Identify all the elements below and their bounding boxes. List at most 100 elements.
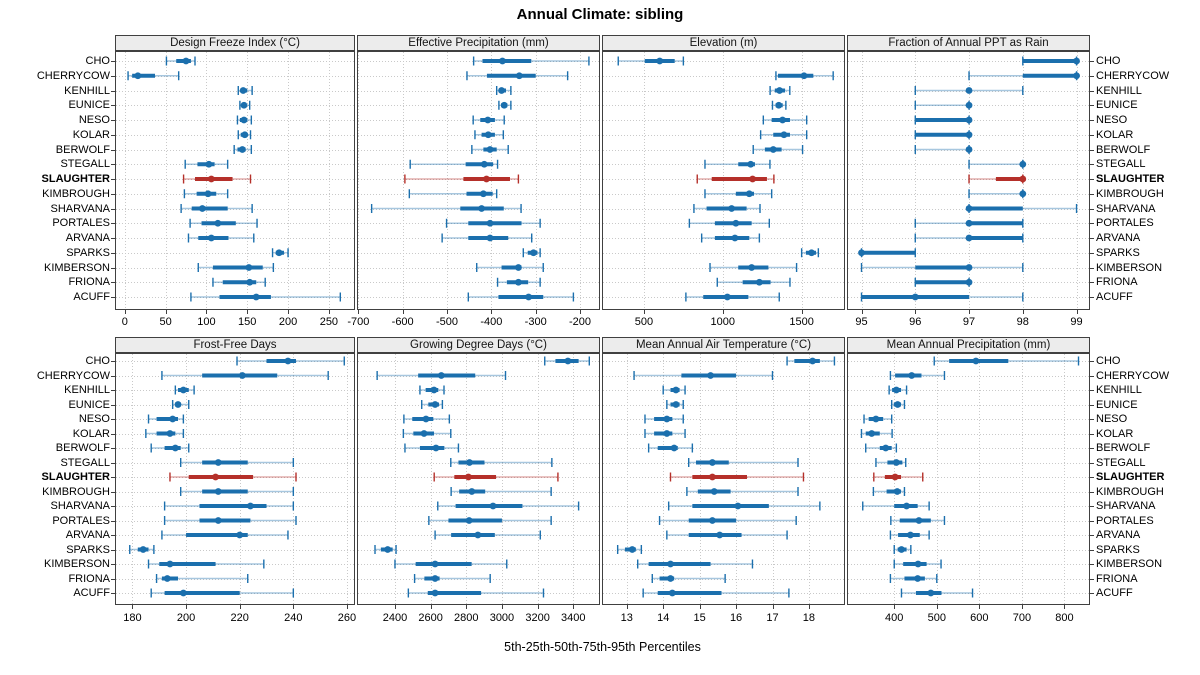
panel-canvas — [115, 353, 355, 605]
panel-border — [115, 353, 355, 605]
y-tick-mark-right — [1090, 593, 1094, 594]
site-label-right: ARVANA — [1096, 529, 1141, 541]
site-label-right: STEGALL — [1096, 456, 1146, 469]
median-dot — [166, 430, 174, 437]
y-tick-mark-left — [111, 419, 115, 420]
site-label-left: KIMBERSON — [43, 261, 110, 274]
panel-canvas — [357, 51, 600, 310]
chart-title: Annual Climate: sibling — [516, 6, 684, 23]
median-dot — [927, 589, 935, 597]
site-label-right: KIMBROUGH — [1096, 485, 1164, 498]
panel-strip: Fraction of Annual PPT as Rain — [847, 35, 1090, 51]
x-tick-mark — [402, 310, 404, 314]
median-dot — [466, 459, 473, 466]
y-tick-mark-left — [111, 404, 115, 406]
median-dot — [245, 264, 253, 271]
site-label-right: KOLAR — [1096, 427, 1134, 440]
median-dot — [238, 372, 246, 379]
median-dot — [894, 401, 902, 408]
median-dot — [252, 293, 260, 301]
median-dot — [483, 175, 490, 183]
median-dot — [430, 386, 438, 394]
y-tick-mark-right — [1090, 404, 1094, 406]
median-dot — [284, 357, 292, 365]
y-tick-mark-right — [1090, 549, 1094, 551]
x-tick-mark — [736, 605, 738, 609]
y-tick-mark-left — [111, 593, 115, 594]
y-tick-mark-left — [111, 282, 115, 284]
site-label-right: CHERRYCOW — [1096, 69, 1170, 82]
site-label-left: CHERRYCOW — [36, 369, 110, 382]
x-tick-label: -600 — [391, 316, 414, 328]
site-label-right: NESO — [1096, 413, 1128, 425]
median-dot — [134, 72, 142, 80]
y-tick-mark-left — [111, 535, 115, 536]
x-tick-mark — [808, 605, 810, 609]
median-dot — [431, 589, 439, 597]
median-dot — [734, 502, 742, 510]
y-tick-mark-right — [1090, 90, 1094, 92]
panel-title: Effective Precipitation (mm) — [408, 37, 549, 49]
median-dot — [780, 131, 788, 139]
median-dot — [486, 219, 494, 227]
panel-plot — [357, 353, 600, 605]
x-tick-label: 0 — [121, 316, 128, 328]
y-tick-mark-left — [111, 375, 115, 377]
y-tick-mark-right — [1090, 462, 1094, 464]
y-tick-mark-right — [1090, 193, 1094, 195]
x-tick-mark — [1021, 605, 1023, 609]
site-label-left: FRIONA — [68, 572, 110, 585]
site-label-left: ACUFF — [73, 291, 110, 303]
site-label-right: SLAUGHTER — [1096, 471, 1165, 483]
x-tick-label: 3000 — [489, 612, 515, 624]
site-label-left: CHO — [85, 355, 110, 367]
panel-plot — [602, 353, 845, 605]
x-tick-label: 180 — [123, 612, 142, 624]
x-tick-label: 200 — [278, 316, 298, 328]
y-tick-mark-left — [111, 61, 115, 62]
median-dot — [498, 87, 505, 94]
site-label-left: SHARVANA — [50, 202, 110, 215]
median-dot — [892, 386, 900, 394]
x-tick-mark — [394, 605, 396, 609]
site-label-left: SPARKS — [66, 543, 110, 556]
x-tick-label: 1500 — [789, 316, 814, 328]
median-dot — [564, 357, 572, 365]
y-tick-mark-right — [1090, 564, 1094, 565]
y-tick-mark-right — [1090, 506, 1094, 507]
x-tick-label: -500 — [436, 316, 459, 328]
median-dot — [745, 190, 753, 198]
site-label-right: ACUFF — [1096, 291, 1133, 303]
panel-title: Frost-Free Days — [193, 339, 277, 351]
median-dot — [182, 57, 190, 65]
median-dot — [486, 146, 494, 153]
median-dot — [663, 430, 671, 437]
site-label-left: KIMBERSON — [43, 558, 110, 570]
median-dot — [775, 101, 783, 109]
x-tick-label: 17 — [766, 612, 779, 624]
panel-title: Elevation (m) — [689, 37, 758, 49]
x-tick-label: 500 — [927, 612, 946, 624]
median-dot — [240, 101, 248, 109]
x-tick-mark — [772, 605, 774, 609]
x-tick-mark — [573, 605, 575, 609]
y-tick-mark-right — [1090, 238, 1094, 239]
median-dot — [893, 488, 901, 495]
y-tick-mark-left — [111, 105, 115, 107]
median-dot — [515, 278, 522, 286]
panel-border — [115, 51, 355, 310]
median-dot — [204, 190, 212, 198]
y-tick-mark-left — [111, 448, 115, 449]
median-dot — [484, 116, 492, 124]
site-label-left: SHARVANA — [50, 500, 110, 512]
median-dot — [965, 219, 973, 227]
site-label-left: ARVANA — [65, 232, 110, 244]
site-label-left: NESO — [78, 114, 110, 126]
median-dot — [776, 87, 783, 94]
x-tick-label: 14 — [657, 612, 670, 624]
median-dot — [480, 160, 488, 168]
panel-title: Fraction of Annual PPT as Rain — [888, 37, 1049, 49]
axis-caption: 5th-25th-50th-75th-95th Percentiles — [504, 640, 701, 654]
median-dot — [972, 357, 980, 365]
x-tick-label: 98 — [1016, 316, 1029, 328]
